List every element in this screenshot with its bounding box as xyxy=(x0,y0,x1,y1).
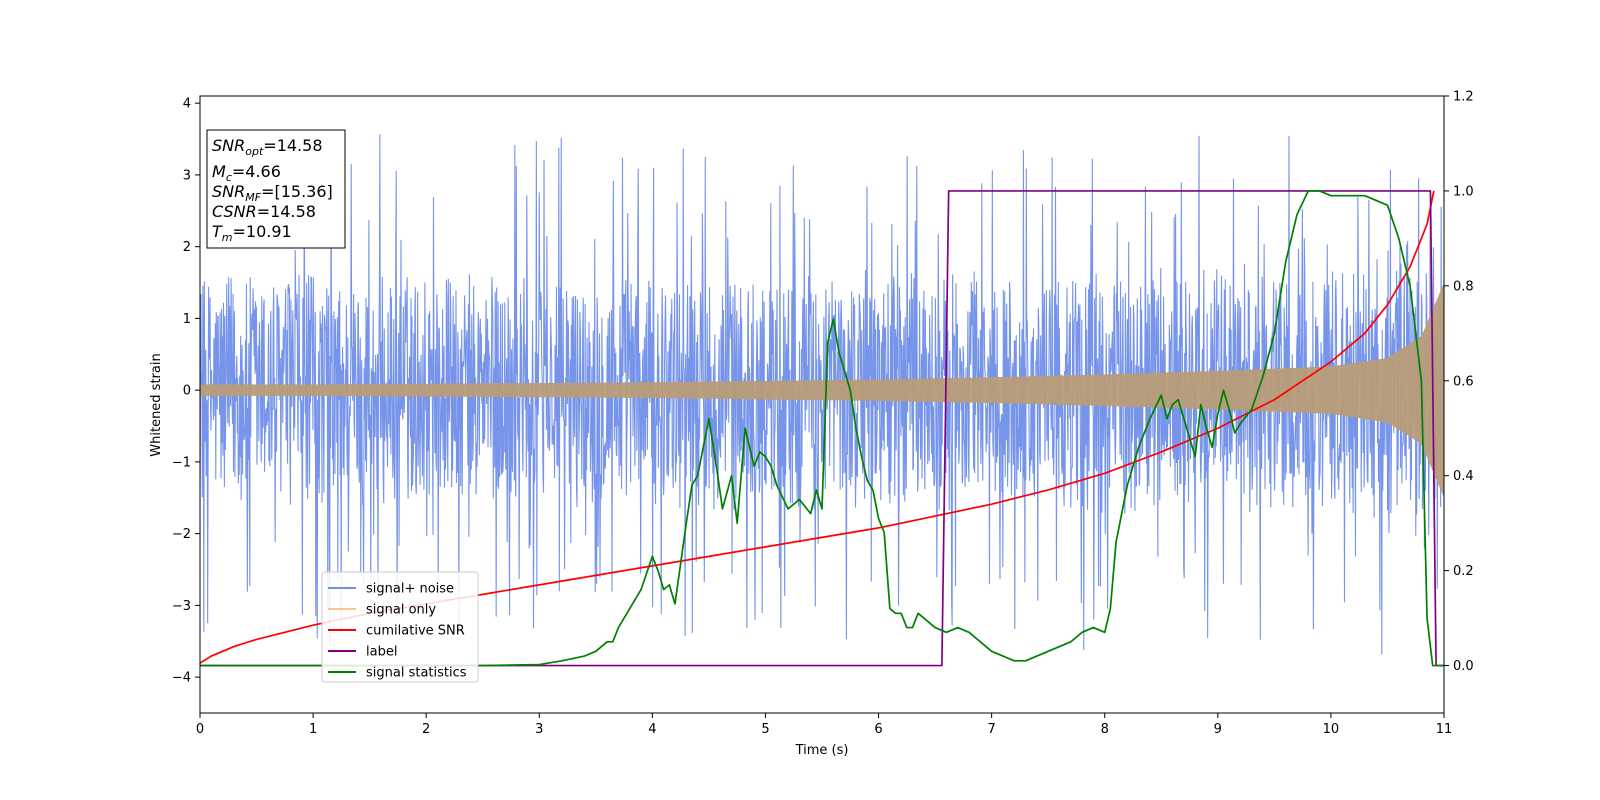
y-left-tick-label: 1 xyxy=(183,312,191,327)
y-right-tick-label: 1.0 xyxy=(1453,184,1474,199)
info-line: SNRopt=14.58 xyxy=(212,136,323,158)
info-box-frame xyxy=(206,129,346,249)
y-left-tick-label: 3 xyxy=(183,168,191,183)
y-right-tick-label: 1.2 xyxy=(1453,90,1474,105)
x-tick-label: 4 xyxy=(648,722,656,737)
legend-label: signal only xyxy=(366,603,436,618)
info-line: CSNR=14.58 xyxy=(212,202,316,221)
x-axis-label: Time (s) xyxy=(795,743,849,758)
y-left-tick-label: 0 xyxy=(183,384,191,399)
legend-items: signal+ noise signal only cumilative SNR la… xyxy=(328,582,467,681)
x-tick-label: 3 xyxy=(535,722,543,737)
series-signal-statistics-line xyxy=(200,190,1444,667)
y-right-tick-label: 0.2 xyxy=(1453,564,1474,579)
info-box: SNRopt=14.58 Mc=4.66SNRMF=[15.36]CSNR=14.… xyxy=(206,129,346,249)
x-tick-label: 1 xyxy=(309,722,317,737)
y-axis-label: Whitened strain xyxy=(149,353,164,456)
y-right-tick-label: 0.0 xyxy=(1453,659,1474,674)
info-line: Mc=4.66 xyxy=(212,162,281,184)
axes-layer: 0 1 2 3 4 5 6 7 8 9 10 11 −4 −3 −2 −1 0 1 2 3 4 0.0 0.2 0.4 0.6 0… xyxy=(172,90,1474,738)
legend: signal+ noise signal only cumilative SNR la… xyxy=(321,571,479,683)
x-tick-label: 2 xyxy=(422,722,430,737)
y-left-tick-label: 4 xyxy=(183,97,191,112)
y-left-tick-label: −3 xyxy=(172,599,191,614)
info-line: Tm=10.91 xyxy=(212,222,292,244)
plot-frame xyxy=(199,95,1445,714)
info-lines: SNRopt=14.58 Mc=4.66SNRMF=[15.36]CSNR=14.… xyxy=(212,136,333,244)
legend-label: cumilative SNR xyxy=(366,624,465,639)
y-right-tick-label: 0.8 xyxy=(1453,279,1474,294)
y-right-tick-label: 0.6 xyxy=(1453,374,1474,389)
x-tick-label: 5 xyxy=(761,722,769,737)
series-signal-noise-line xyxy=(200,134,1444,655)
y-right-tick-label: 0.4 xyxy=(1453,469,1474,484)
x-tick-label: 11 xyxy=(1436,722,1453,737)
x-tick-label: 10 xyxy=(1323,722,1340,737)
info-line: SNRMF=[15.36] xyxy=(212,182,333,204)
y-left-tick-label: −1 xyxy=(172,455,191,470)
x-tick-label: 0 xyxy=(196,722,204,737)
legend-label: signal statistics xyxy=(366,666,467,681)
series-signal-only-band xyxy=(200,282,1444,498)
x-tick-label: 6 xyxy=(874,722,882,737)
x-tick-label: 8 xyxy=(1101,722,1109,737)
legend-label: signal+ noise xyxy=(366,582,454,597)
y-left-tick-label: 2 xyxy=(183,240,191,255)
y-left-tick-label: −4 xyxy=(172,671,191,686)
y-left-tick-label: −2 xyxy=(172,527,191,542)
x-tick-label: 7 xyxy=(987,722,995,737)
legend-label: label xyxy=(366,645,397,660)
x-tick-label: 9 xyxy=(1214,722,1222,737)
legend-frame xyxy=(321,571,479,683)
